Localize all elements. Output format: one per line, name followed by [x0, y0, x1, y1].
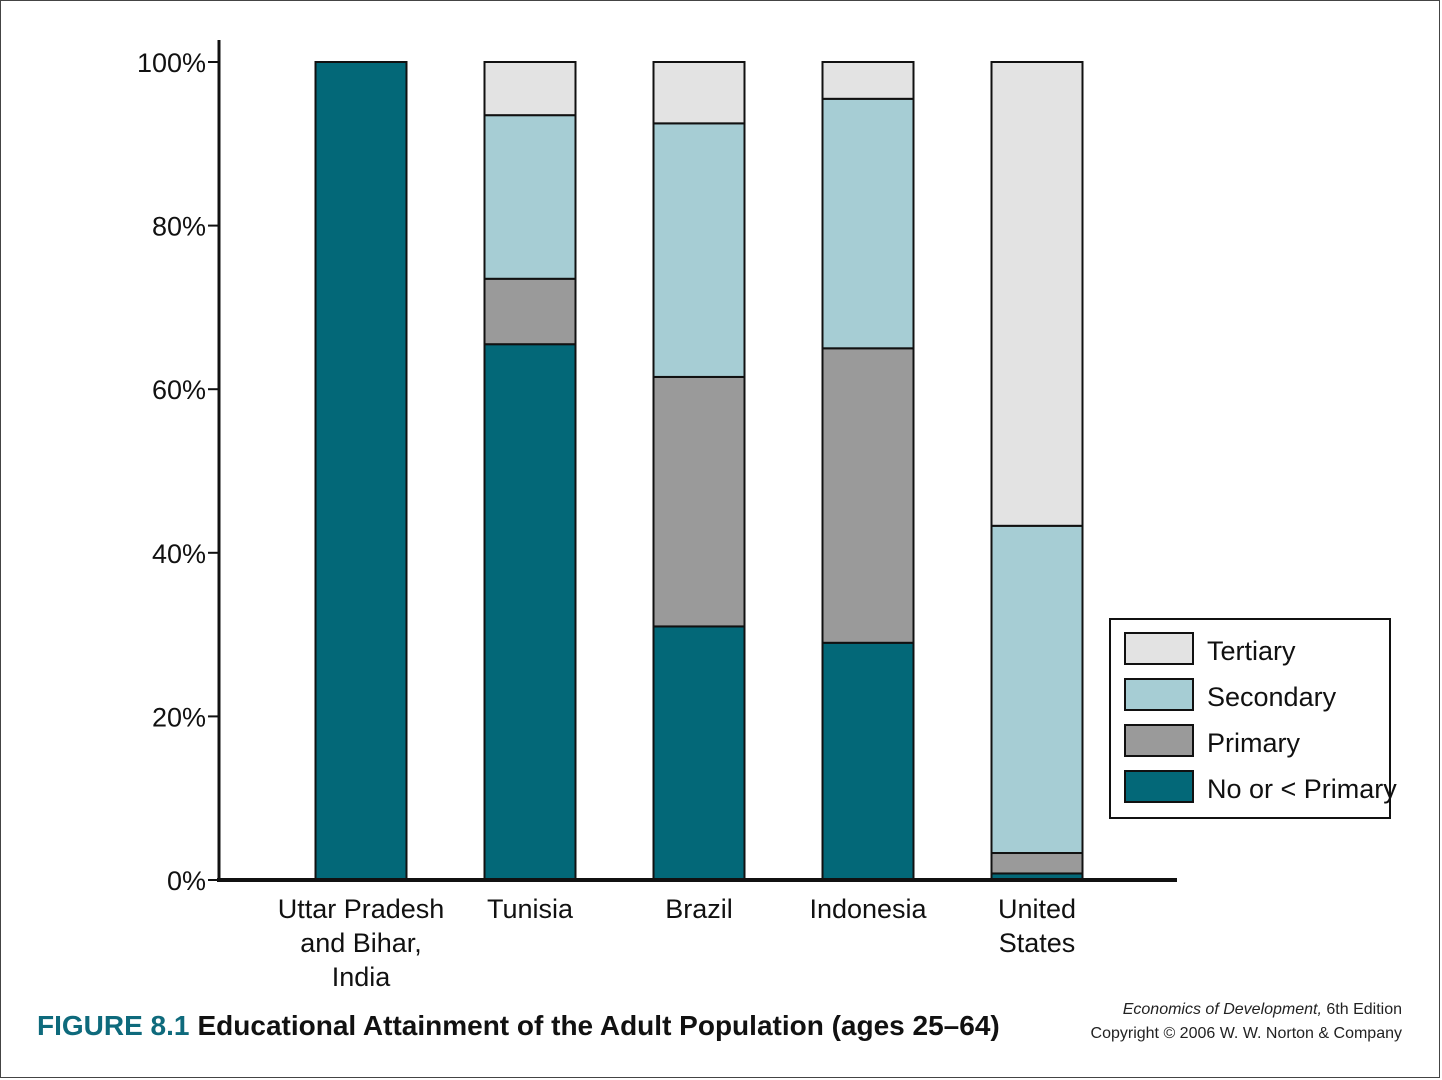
- legend-label: Secondary: [1207, 682, 1337, 712]
- bar-segment-secondary: [821, 97, 915, 350]
- bar-segment-primary: [821, 347, 915, 644]
- x-tick-label: Uttar Pradesh: [278, 894, 445, 924]
- bar-segment-no-or-primary: [483, 343, 577, 881]
- credit-block: Economics of Development, 6th Edition Co…: [1091, 998, 1402, 1046]
- y-tick-label: 80%: [152, 212, 206, 242]
- bar-segment-no-or-primary: [821, 641, 915, 882]
- bar-segment-secondary: [652, 122, 746, 378]
- legend-label: Primary: [1207, 728, 1300, 758]
- x-tick-label: and Bihar,: [300, 928, 422, 958]
- figure-title: Educational Attainment of the Adult Popu…: [197, 1010, 1000, 1041]
- legend-label: Tertiary: [1207, 636, 1296, 666]
- bar-segment-secondary: [990, 524, 1084, 855]
- x-tick-label: India: [332, 962, 392, 992]
- figure-number: FIGURE 8.1: [37, 1010, 190, 1041]
- legend-swatch: [1124, 724, 1194, 757]
- x-tick-label: Brazil: [665, 894, 733, 924]
- y-tick-label: 100%: [137, 48, 206, 78]
- y-tick-label: 60%: [152, 375, 206, 405]
- legend-swatch: [1124, 678, 1194, 711]
- stacked-bar-chart: Uttar Pradesh and Bihar, India Tunisia Brazi…: [137, 40, 1397, 992]
- y-tick-label: 20%: [152, 702, 206, 732]
- credit-edition: 6th Edition: [1321, 1001, 1402, 1018]
- legend-swatch: [1124, 770, 1194, 803]
- bar-segment-primary: [990, 852, 1084, 875]
- bar-segment-tertiary: [821, 61, 915, 100]
- x-tick-label: Tunisia: [487, 894, 574, 924]
- bar-segment-no-or-primary: [652, 625, 746, 881]
- y-tick-label: 0%: [167, 866, 206, 896]
- credit-book-title: Economics of Development,: [1122, 1001, 1322, 1018]
- figure-caption: FIGURE 8.1 Educational Attainment of the …: [37, 1010, 1000, 1042]
- bar-segment-primary: [483, 277, 577, 346]
- legend-label: No or < Primary: [1207, 774, 1397, 804]
- bar-segment-secondary: [483, 114, 577, 280]
- x-tick-label: United: [998, 894, 1076, 924]
- bar-segment-tertiary: [652, 61, 746, 125]
- bar-segment-no-or-primary: [314, 61, 408, 881]
- x-tick-label: States: [999, 928, 1076, 958]
- bar-segment-tertiary: [990, 61, 1084, 527]
- bar-segment-primary: [652, 375, 746, 628]
- legend-swatch: [1124, 632, 1194, 665]
- x-tick-label: Indonesia: [809, 894, 927, 924]
- bar-segment-tertiary: [483, 61, 577, 117]
- y-tick-label: 40%: [152, 539, 206, 569]
- credit-book-line: Economics of Development, 6th Edition: [1091, 998, 1402, 1022]
- credit-copyright: Copyright © 2006 W. W. Norton & Company: [1090, 1025, 1402, 1042]
